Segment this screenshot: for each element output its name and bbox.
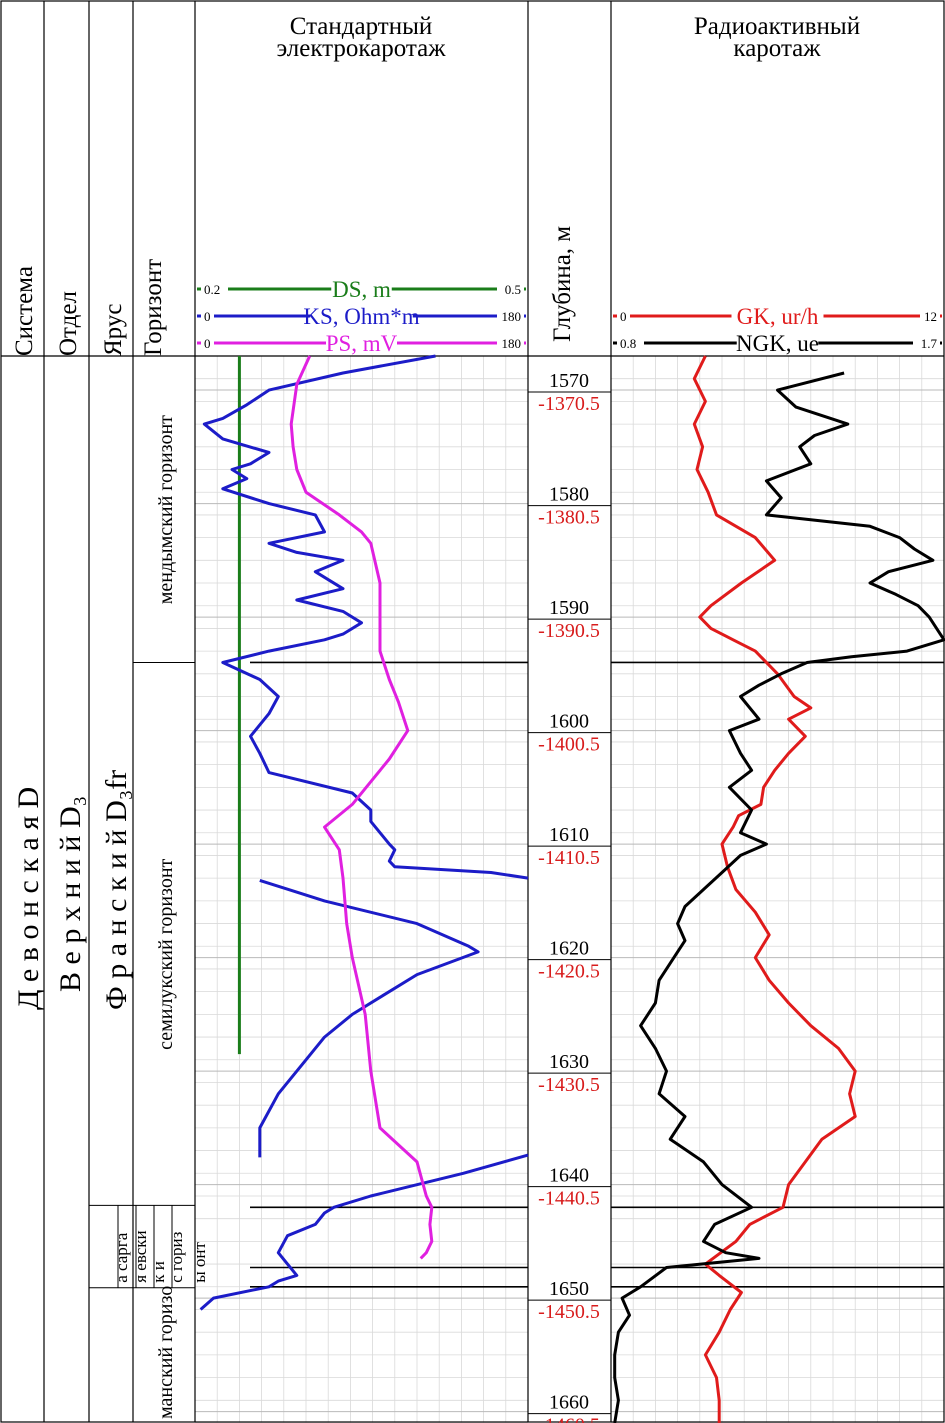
legend-name: GK, ur/h bbox=[737, 304, 819, 329]
legend-min: 0.2 bbox=[204, 282, 220, 297]
legend-max: 180 bbox=[502, 336, 522, 351]
track2-title-line1: Радиоактивный bbox=[694, 13, 860, 40]
depth-label: 1620 bbox=[549, 938, 589, 960]
curve-ks bbox=[258, 878, 480, 1158]
curve-ks bbox=[199, 1153, 529, 1311]
legend-min-bg bbox=[201, 309, 214, 323]
curve-ps bbox=[289, 355, 434, 1260]
system-label: Д е в о н с к а я D bbox=[12, 787, 45, 1010]
legend-name: NGK, ue bbox=[736, 331, 819, 356]
absolute-depth-label: -1370.5 bbox=[538, 393, 600, 415]
depth-label: 1590 bbox=[549, 597, 589, 619]
horizon-small-label: а сарга bbox=[112, 1232, 131, 1283]
absolute-depth-label: -1410.5 bbox=[538, 847, 600, 869]
legend-min-bg bbox=[617, 336, 644, 350]
legend-name-bg bbox=[731, 306, 824, 326]
curve-layer bbox=[199, 354, 945, 1423]
legend-max-bg bbox=[497, 336, 524, 350]
legend-max: 1.7 bbox=[921, 336, 938, 351]
horizon-bottom: манский горизо bbox=[155, 1286, 177, 1419]
legend-max-bg bbox=[920, 309, 940, 323]
absolute-depth-label: -1440.5 bbox=[538, 1188, 600, 1210]
absolute-depth-label: -1390.5 bbox=[538, 620, 600, 642]
horizon-semiluk: семилукский горизонт bbox=[155, 858, 177, 1049]
legend-min-bg bbox=[617, 309, 630, 323]
absolute-depth-label: -1380.5 bbox=[538, 507, 600, 529]
legend-min-bg bbox=[201, 282, 228, 296]
track1-title-line1: Стандартный bbox=[290, 13, 433, 40]
absolute-depth-label: -1460.5 bbox=[538, 1415, 600, 1423]
absolute-depth-label: -1430.5 bbox=[538, 1074, 600, 1096]
legend-min: 0 bbox=[204, 336, 211, 351]
depth-label: 1570 bbox=[549, 370, 589, 392]
absolute-depth-label: -1450.5 bbox=[538, 1301, 600, 1323]
curve-gk bbox=[692, 355, 857, 1423]
curve-legends: DS, m 0.2 0.5 KS, Ohm*m 0 180 PS, mV 0 180 GK, ur… bbox=[197, 277, 942, 356]
horizon-small-label: я евски bbox=[131, 1230, 150, 1282]
col-header-stage: Ярус bbox=[100, 304, 127, 356]
depth-labels: 1570-1370.51580-1380.51590-1390.51600-14… bbox=[528, 370, 611, 1423]
depth-label: 1610 bbox=[549, 824, 589, 846]
col-header-division: Отдел bbox=[55, 291, 82, 356]
legend-min: 0 bbox=[620, 309, 627, 324]
legend-max: 180 bbox=[502, 309, 522, 324]
absolute-depth-label: -1420.5 bbox=[538, 961, 600, 983]
legend-name-bg bbox=[310, 306, 413, 326]
legend-min: 0 bbox=[204, 309, 211, 324]
depth-label: 1660 bbox=[549, 1392, 589, 1414]
curve-ngk bbox=[613, 371, 945, 1423]
legend-max-bg bbox=[497, 309, 524, 323]
track2-title-line2: каротаж bbox=[733, 35, 821, 62]
depth-label: 1630 bbox=[549, 1051, 589, 1073]
depth-label: 1600 bbox=[549, 711, 589, 733]
legend-name-bg bbox=[331, 279, 392, 299]
horizon-mendym: мендымский горизонт bbox=[155, 415, 177, 604]
col-header-horizon: Горизонт bbox=[140, 259, 167, 356]
grid-layer bbox=[195, 355, 944, 1423]
legend-name-bg bbox=[736, 333, 819, 353]
depth-label: 1640 bbox=[549, 1165, 589, 1187]
horizon-small-label: с гориз bbox=[167, 1231, 186, 1282]
legend-max-bg bbox=[497, 282, 524, 296]
col-header-system: Система bbox=[11, 266, 38, 356]
depth-label: 1580 bbox=[549, 484, 589, 506]
legend-name: PS, mV bbox=[326, 331, 398, 356]
depth-label: 1650 bbox=[549, 1278, 589, 1300]
col-header-depth: Глубина, м bbox=[549, 226, 576, 342]
legend-max: 0.5 bbox=[505, 282, 521, 297]
legend-name: KS, Ohm*m bbox=[303, 304, 419, 329]
absolute-depth-label: -1400.5 bbox=[538, 734, 600, 756]
curve-ks bbox=[202, 354, 529, 880]
legend-name-bg bbox=[326, 333, 397, 353]
track1-title-line2: электрокаротаж bbox=[276, 35, 446, 62]
boundary-lines bbox=[250, 661, 944, 1288]
legend-max: 12 bbox=[924, 309, 937, 324]
legend-name: DS, m bbox=[332, 277, 391, 302]
legend-min-bg bbox=[201, 336, 214, 350]
horizon-labels: мендымский горизонт семилукский горизонт а… bbox=[89, 415, 209, 1419]
legend-max-bg bbox=[913, 336, 940, 350]
stage-label: Ф р а н с к и й D₃fr bbox=[100, 770, 133, 1010]
division-label: В е р х н и й D₃ bbox=[54, 796, 87, 992]
horizon-small-label: к и bbox=[149, 1261, 168, 1283]
legend-min: 0.8 bbox=[620, 336, 636, 351]
horizon-small-label: ы онт bbox=[190, 1242, 209, 1283]
